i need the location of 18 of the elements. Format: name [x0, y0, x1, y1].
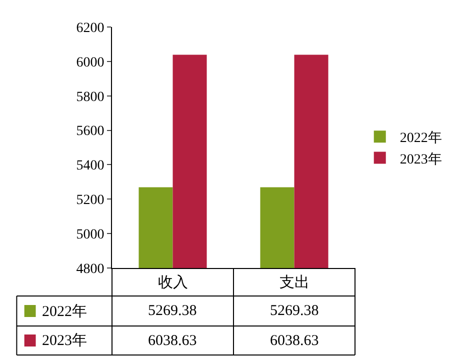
legend-label: 2023年 [400, 151, 442, 168]
y-tick-label: 5800 [76, 90, 104, 105]
text: 2022年 [400, 131, 442, 146]
text: 2023年 [42, 333, 87, 349]
y-tick-label: 6200 [76, 20, 104, 36]
y-tick-label: 5400 [76, 158, 104, 174]
y-tick-label: 5000 [76, 227, 104, 242]
y-tick-label: 6000 [76, 55, 104, 70]
data-label: 5269.38 [148, 303, 197, 319]
y-tick-label: 5200 [76, 193, 104, 208]
legend-label: 2022年 [42, 303, 87, 320]
data-label: 6038.63 [270, 333, 319, 349]
y-tick-label: 5600 [76, 124, 104, 140]
x-tick-label: 收入 [158, 274, 188, 291]
y-tick-label: 4800 [76, 262, 104, 277]
x-tick-label: 支出 [279, 274, 310, 291]
data-label: 5269.38 [270, 303, 319, 319]
data-label: 6038.63 [148, 333, 197, 349]
